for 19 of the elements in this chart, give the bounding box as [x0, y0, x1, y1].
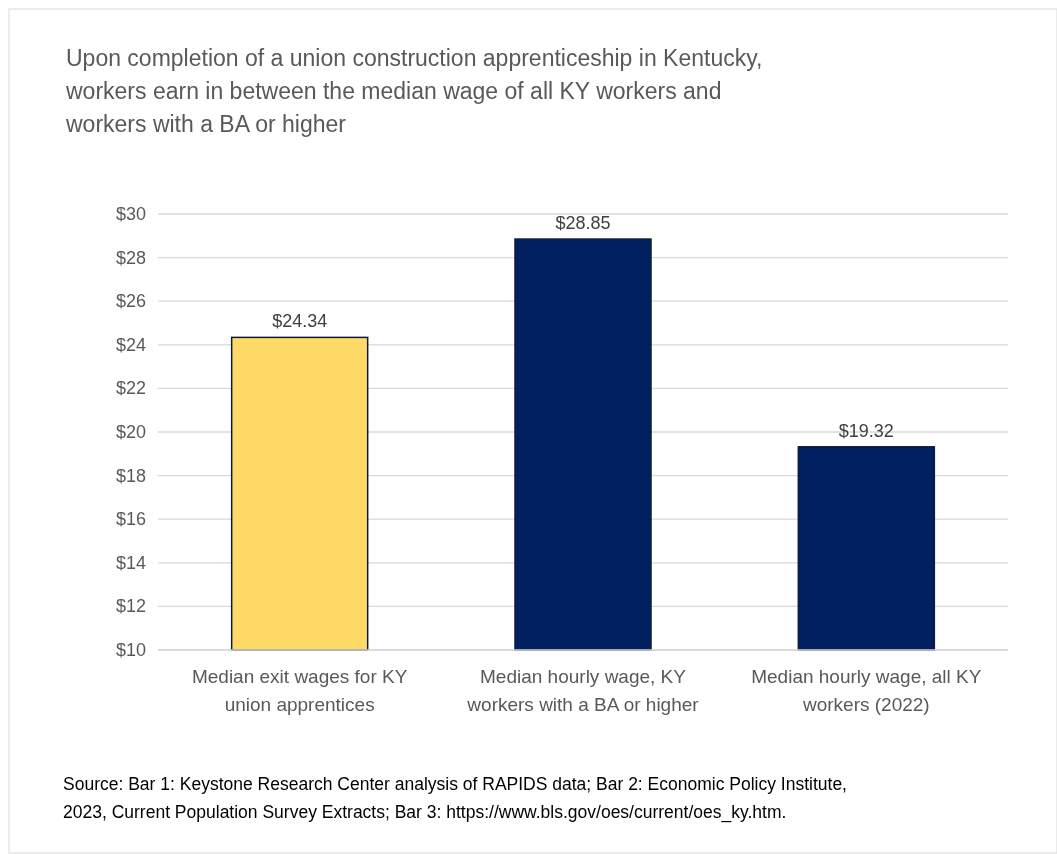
- y-tick-label: $12: [115, 596, 146, 617]
- y-tick-label: $30: [115, 204, 146, 224]
- y-tick-label: $16: [115, 509, 146, 530]
- y-tick-label: $14: [115, 552, 146, 573]
- data-label: $19.32: [838, 420, 894, 441]
- y-tick-label: $10: [115, 640, 146, 660]
- x-tick-label: Median hourly wage, KY workers with a BA or higher: [466, 666, 700, 715]
- x-tick-label: Median exit wages for KY union apprentices: [191, 666, 408, 715]
- chart-title: Upon completion of a union construction apprenticeship in Kentucky, workers earn in between the median wage of all KY workers and workers with a BA or higher: [65, 45, 763, 137]
- data-label: $24.34: [272, 311, 328, 332]
- x-tick-label: Median hourly wage, all KY workers (2022): [751, 666, 982, 715]
- y-tick-label: $20: [115, 422, 146, 442]
- y-tick-label: $24: [115, 334, 146, 355]
- data-label: $28.85: [555, 213, 611, 234]
- y-tick-label: $28: [115, 247, 146, 268]
- y-tick-label: $18: [115, 465, 146, 486]
- source-note: Source: Bar 1: Keystone Research Center analysis of RAPIDS data; Bar 2: Economic Policy Institute, 2023, Current Population Survey Extracts; Bar 3: https://www.bls.gov/oes/current/oes_ky.htm.: [63, 774, 847, 823]
- y-tick-label: $26: [115, 291, 146, 312]
- y-tick-label: $22: [115, 378, 146, 399]
